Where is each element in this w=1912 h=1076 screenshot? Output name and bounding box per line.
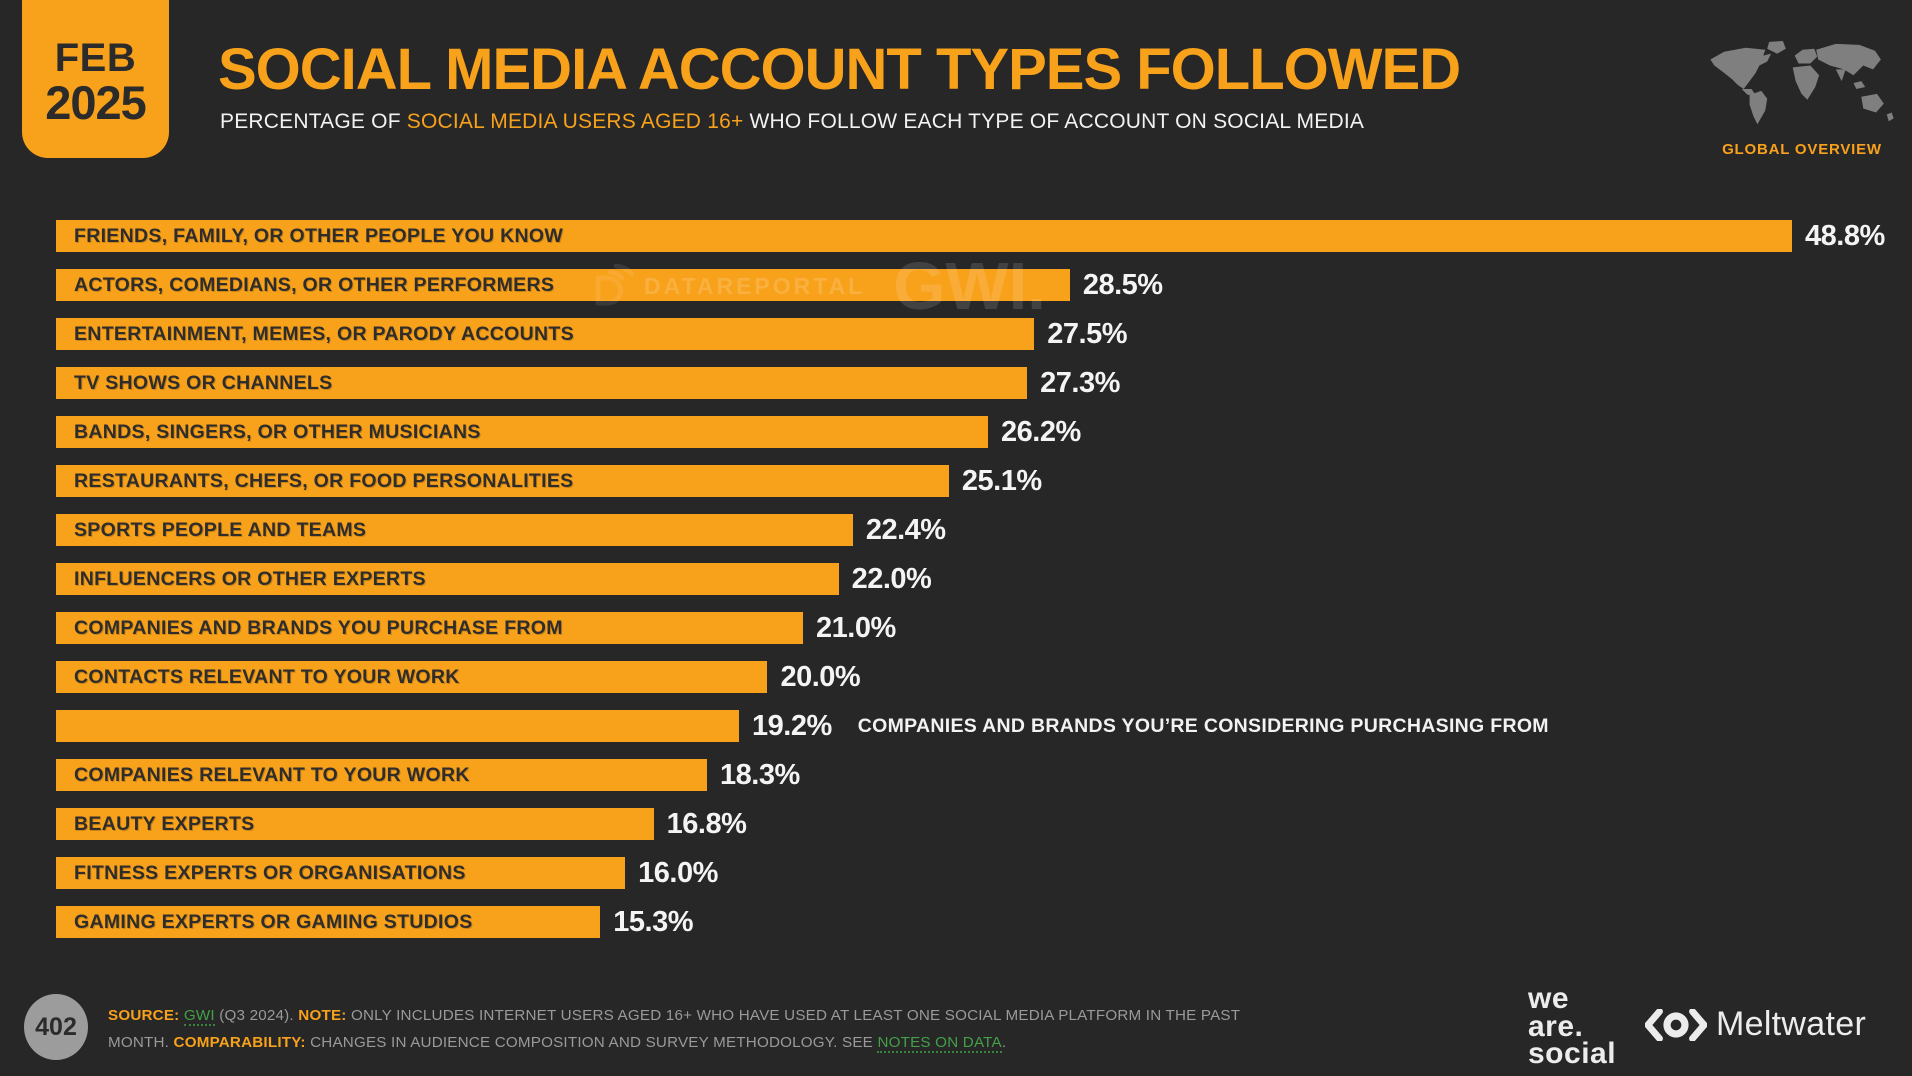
bar: FITNESS EXPERTS OR ORGANISATIONS — [56, 857, 626, 889]
bar-value: 48.8% — [1805, 219, 1885, 252]
chart-row: 19.2% COMPANIES AND BRANDS YOU’RE CONSID… — [56, 710, 1792, 742]
note-label: NOTE: — [298, 1007, 351, 1024]
bar-value: 22.4% — [865, 513, 946, 546]
footer-notes: SOURCE: GWI (Q3 2024). NOTE: ONLY INCLUD… — [108, 1002, 1243, 1056]
bar: CONTACTS RELEVANT TO YOUR WORK — [56, 661, 768, 693]
chart-row: SPORTS PEOPLE AND TEAMS 22.4% — [56, 514, 1792, 546]
bar-value: 28.5% — [1082, 268, 1163, 301]
bar-value: 27.3% — [1040, 366, 1120, 399]
bar-value: 20.0% — [780, 660, 861, 693]
page-title: SOCIAL MEDIA ACCOUNT TYPES FOLLOWED — [218, 37, 1461, 102]
bar-label: COMPANIES RELEVANT TO YOUR WORK — [74, 763, 470, 786]
bar-label-outside: COMPANIES AND BRANDS YOU’RE CONSIDERING … — [857, 714, 1549, 737]
page-subtitle: PERCENTAGE OF SOCIAL MEDIA USERS AGED 16… — [220, 110, 1364, 134]
bar-value: 19.2% — [752, 709, 832, 742]
was-line-are: are. — [1528, 1009, 1584, 1043]
bar: ACTORS, COMEDIANS, OR OTHER PERFORMERS — [56, 269, 1070, 301]
bar-label: GAMING EXPERTS OR GAMING STUDIOS — [74, 910, 473, 933]
subtitle-prefix: PERCENTAGE OF — [220, 110, 407, 133]
chart-row: COMPANIES AND BRANDS YOU PURCHASE FROM 2… — [56, 612, 1792, 644]
bar: BEAUTY EXPERTS — [56, 808, 654, 840]
bar-label: INFLUENCERS OR OTHER EXPERTS — [74, 567, 426, 590]
subtitle-highlight: SOCIAL MEDIA USERS AGED 16+ — [406, 110, 744, 133]
bar-label: FITNESS EXPERTS OR ORGANISATIONS — [74, 861, 466, 884]
bar-value: 27.5% — [1047, 317, 1127, 350]
chart-row: BEAUTY EXPERTS 16.8% — [56, 808, 1792, 840]
meltwater-logo: Meltwater — [1645, 1005, 1866, 1044]
bar-value: 15.3% — [613, 905, 693, 938]
bar: COMPANIES AND BRANDS YOU PURCHASE FROM — [56, 612, 804, 644]
was-line-we: we — [1528, 982, 1570, 1015]
bar — [56, 710, 740, 742]
global-overview-label: GLOBAL OVERVIEW — [1722, 141, 1882, 158]
bar-value: 16.0% — [638, 856, 718, 889]
meltwater-wordmark: Meltwater — [1716, 1005, 1867, 1043]
global-overview-block: GLOBAL OVERVIEW — [1698, 38, 1906, 158]
bar-label: BEAUTY EXPERTS — [74, 812, 255, 835]
chart-row: BANDS, SINGERS, OR OTHER MUSICIANS 26.2% — [56, 416, 1792, 448]
we-are-social-logo: we are. social — [1528, 982, 1617, 1071]
chart-row: ENTERTAINMENT, MEMES, OR PARODY ACCOUNTS… — [56, 318, 1792, 350]
page-number-badge: 402 — [24, 994, 88, 1060]
date-year: 2025 — [45, 75, 147, 129]
bar-label: RESTAURANTS, CHEFS, OR FOOD PERSONALITIE… — [74, 469, 574, 492]
world-map-icon — [1709, 40, 1894, 125]
bar-label: CONTACTS RELEVANT TO YOUR WORK — [74, 665, 460, 688]
chart-row: GAMING EXPERTS OR GAMING STUDIOS 15.3% — [56, 906, 1792, 938]
source-rest: (Q3 2024). — [214, 1007, 299, 1024]
bar-label: ENTERTAINMENT, MEMES, OR PARODY ACCOUNTS — [74, 322, 574, 345]
bar: ENTERTAINMENT, MEMES, OR PARODY ACCOUNTS — [56, 318, 1035, 350]
bar: FRIENDS, FAMILY, OR OTHER PEOPLE YOU KNO… — [56, 220, 1792, 252]
bar-label: FRIENDS, FAMILY, OR OTHER PEOPLE YOU KNO… — [74, 224, 564, 247]
chart-row: RESTAURANTS, CHEFS, OR FOOD PERSONALITIE… — [56, 465, 1792, 497]
bar: INFLUENCERS OR OTHER EXPERTS — [56, 563, 839, 595]
bar: COMPANIES RELEVANT TO YOUR WORK — [56, 759, 707, 791]
bar: BANDS, SINGERS, OR OTHER MUSICIANS — [56, 416, 989, 448]
bar-value: 26.2% — [1001, 415, 1081, 448]
chart-row: CONTACTS RELEVANT TO YOUR WORK 20.0% — [56, 661, 1792, 693]
bar-value: 22.0% — [851, 562, 932, 595]
bar-label: COMPANIES AND BRANDS YOU PURCHASE FROM — [74, 616, 563, 639]
bar-label: TV SHOWS OR CHANNELS — [74, 371, 333, 394]
chart-row: INFLUENCERS OR OTHER EXPERTS 22.0% — [56, 563, 1792, 595]
source-label: SOURCE: — [108, 1007, 184, 1024]
bar: GAMING EXPERTS OR GAMING STUDIOS — [56, 906, 601, 938]
bar: RESTAURANTS, CHEFS, OR FOOD PERSONALITIE… — [56, 465, 949, 497]
chart-row: FRIENDS, FAMILY, OR OTHER PEOPLE YOU KNO… — [56, 220, 1885, 252]
note-text: ONLY INCLUDES INTERNET USERS AGED 16+ WH… — [108, 1007, 1240, 1052]
bar-label: BANDS, SINGERS, OR OTHER MUSICIANS — [74, 420, 481, 443]
notes-period: . — [1001, 1034, 1007, 1052]
date-badge: FEB 2025 — [22, 0, 169, 158]
bar: TV SHOWS OR CHANNELS — [56, 367, 1028, 399]
source-link-gwi[interactable]: GWI — [183, 1007, 215, 1026]
date-month: FEB — [54, 35, 137, 80]
chart-row: TV SHOWS OR CHANNELS 27.3% — [56, 367, 1792, 399]
meltwater-eye-icon — [1645, 1008, 1707, 1041]
bar-label: ACTORS, COMEDIANS, OR OTHER PERFORMERS — [74, 273, 555, 296]
bar-value: 25.1% — [961, 464, 1042, 497]
comparability-label: COMPARABILITY: — [173, 1034, 311, 1052]
bar-value: 16.8% — [666, 807, 747, 840]
comparability-text: CHANGES IN AUDIENCE COMPOSITION AND SURV… — [310, 1034, 878, 1052]
bar-label: SPORTS PEOPLE AND TEAMS — [74, 518, 367, 541]
bar-value: 21.0% — [816, 611, 896, 644]
chart-row: COMPANIES RELEVANT TO YOUR WORK 18.3% — [56, 759, 1792, 791]
chart-row: FITNESS EXPERTS OR ORGANISATIONS 16.0% — [56, 857, 1792, 889]
subtitle-suffix: WHO FOLLOW EACH TYPE OF ACCOUNT ON SOCIA… — [743, 110, 1365, 133]
was-line-social: social — [1528, 1037, 1617, 1071]
bar-chart: FRIENDS, FAMILY, OR OTHER PEOPLE YOU KNO… — [56, 220, 1885, 955]
chart-row: ACTORS, COMEDIANS, OR OTHER PERFORMERS 2… — [56, 269, 1792, 301]
notes-on-data-link[interactable]: NOTES ON DATA — [877, 1034, 1002, 1054]
bar: SPORTS PEOPLE AND TEAMS — [56, 514, 853, 546]
bar-value: 18.3% — [720, 758, 800, 791]
